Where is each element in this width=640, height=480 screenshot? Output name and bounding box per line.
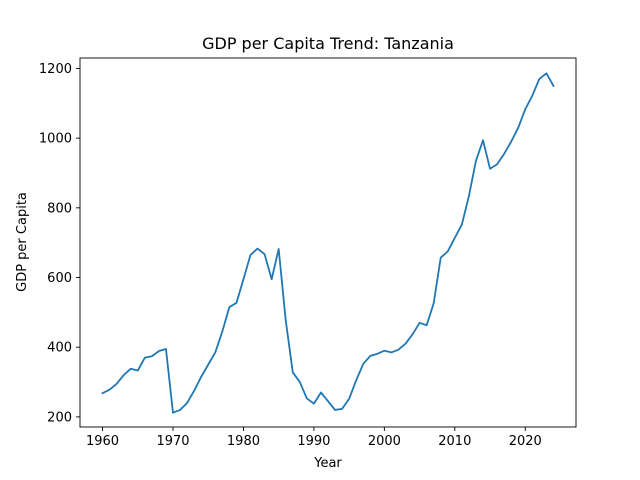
x-tick-label-1960: 1960 <box>86 434 119 449</box>
y-tick-label-1000: 1000 <box>39 132 72 147</box>
y-tick-label-600: 600 <box>47 271 72 286</box>
series-line-0 <box>101 72 555 414</box>
plot-frame <box>79 57 577 428</box>
y-tick-label-800: 800 <box>47 201 72 216</box>
x-tick-label-1970: 1970 <box>156 434 189 449</box>
y-tick-label-400: 400 <box>47 341 72 356</box>
y-tick-label-200: 200 <box>47 410 72 425</box>
y-axis-label: GDP per Capita <box>15 192 30 292</box>
x-tick-label-1980: 1980 <box>227 434 260 449</box>
x-tick-label-2000: 2000 <box>368 434 401 449</box>
x-axis-label: Year <box>313 456 342 471</box>
chart-title: GDP per Capita Trend: Tanzania <box>202 34 454 53</box>
x-tick-label-2020: 2020 <box>509 434 542 449</box>
x-tick-label-1990: 1990 <box>297 434 330 449</box>
x-tick-label-2010: 2010 <box>438 434 471 449</box>
y-tick-label-1200: 1200 <box>39 62 72 77</box>
plot-area: 1960 1970 1980 1990 2000 2010 2020 200 400 600 800… <box>39 57 577 449</box>
